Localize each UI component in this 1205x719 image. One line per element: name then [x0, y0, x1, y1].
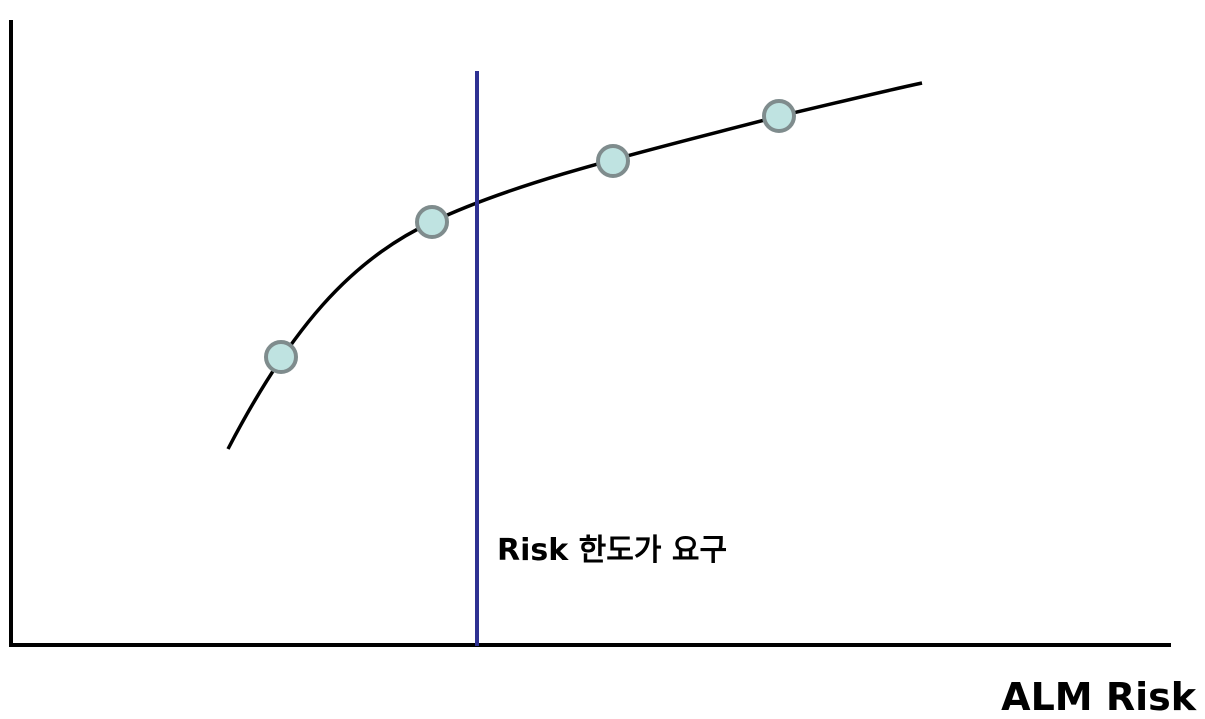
curve-point-marker — [266, 342, 296, 372]
frontier-curve — [228, 83, 922, 449]
curve-point-marker — [764, 101, 794, 131]
curve-point-marker — [598, 146, 628, 176]
curve-point-marker — [417, 207, 447, 237]
x-axis-label: ALM Risk — [1001, 675, 1197, 719]
risk-limit-label: Risk 한도가 요구 — [497, 533, 727, 568]
